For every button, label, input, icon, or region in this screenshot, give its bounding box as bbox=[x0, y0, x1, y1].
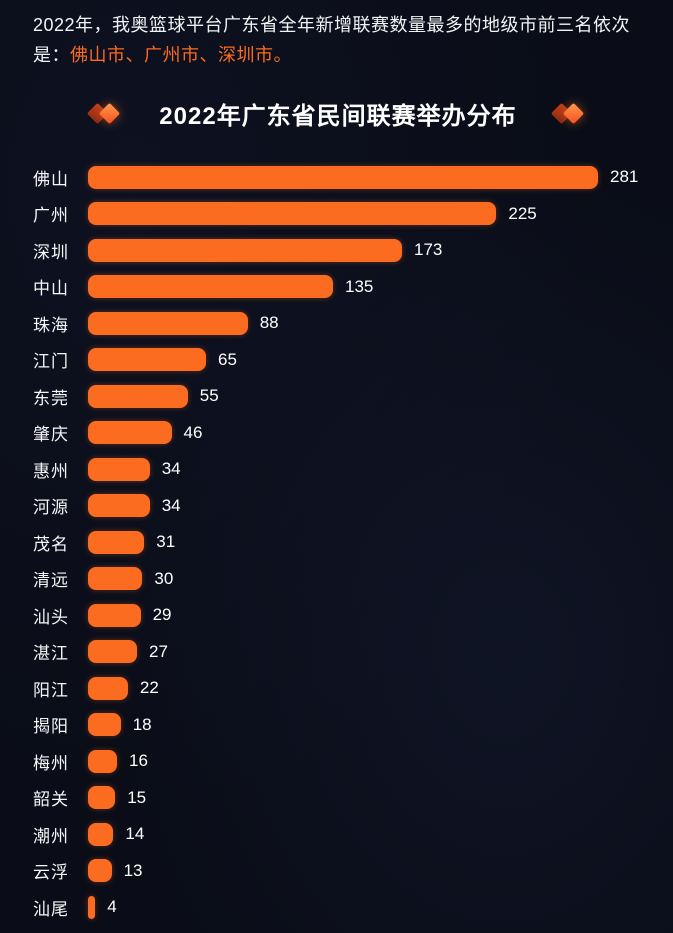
bar-value-label: 16 bbox=[129, 751, 148, 771]
bar-row: 河源 34 bbox=[33, 488, 643, 525]
bar bbox=[88, 384, 188, 408]
bar bbox=[88, 494, 150, 518]
bar bbox=[88, 713, 121, 737]
bar-row: 潮州 14 bbox=[33, 816, 643, 853]
diamond-ornament-right-icon bbox=[553, 101, 587, 127]
bar-row: 中山 135 bbox=[33, 269, 643, 306]
bar-row: 揭阳 18 bbox=[33, 707, 643, 744]
bar-category-label: 阳江 bbox=[33, 680, 69, 700]
bar-row: 广州 225 bbox=[33, 196, 643, 233]
bar-category-label: 广州 bbox=[33, 206, 69, 226]
bar-value-label: 4 bbox=[107, 897, 117, 917]
bar-category-label: 江门 bbox=[33, 352, 69, 372]
bar-category-label: 韶关 bbox=[33, 790, 69, 810]
bar-value-label: 18 bbox=[132, 714, 152, 734]
bar-value-label: 65 bbox=[218, 349, 237, 369]
bar bbox=[88, 421, 172, 445]
bar bbox=[88, 786, 116, 810]
bar bbox=[88, 238, 402, 262]
bar-row: 湛江 27 bbox=[33, 634, 643, 671]
bar-value-label: 29 bbox=[152, 605, 172, 625]
bar bbox=[88, 457, 150, 481]
bar-value-label: 14 bbox=[125, 824, 145, 844]
bar-category-label: 汕尾 bbox=[33, 899, 69, 919]
bar bbox=[88, 165, 598, 189]
bar bbox=[88, 640, 137, 664]
bar-value-label: 27 bbox=[149, 641, 168, 661]
bar-value-label: 34 bbox=[161, 495, 181, 515]
bar bbox=[88, 348, 206, 372]
bar-category-label: 清远 bbox=[33, 571, 69, 591]
bar-value-label: 46 bbox=[183, 422, 203, 442]
bar-row: 阳江 22 bbox=[33, 670, 643, 707]
bar-category-label: 湛江 bbox=[33, 644, 69, 664]
bar-row: 东莞 55 bbox=[33, 378, 643, 415]
bar bbox=[88, 749, 117, 773]
bar-row: 惠州 34 bbox=[33, 451, 643, 488]
bar-row: 韶关 15 bbox=[33, 780, 643, 817]
bar-row: 汕尾 4 bbox=[33, 889, 643, 926]
bar-value-label: 30 bbox=[154, 568, 174, 588]
bar-category-label: 深圳 bbox=[33, 242, 69, 262]
bar bbox=[88, 202, 497, 226]
bar-row: 汕头 29 bbox=[33, 597, 643, 634]
bar-category-label: 潮州 bbox=[33, 826, 69, 846]
bar-value-label: 173 bbox=[414, 240, 443, 260]
bar-category-label: 汕头 bbox=[33, 607, 69, 627]
bar-value-label: 225 bbox=[508, 203, 537, 223]
bar bbox=[88, 895, 96, 919]
bar-category-label: 中山 bbox=[33, 279, 69, 299]
bar-row: 深圳 173 bbox=[33, 232, 643, 269]
bar-category-label: 茂名 bbox=[33, 534, 69, 554]
bar-row: 珠海 88 bbox=[33, 305, 643, 342]
bar bbox=[88, 530, 145, 554]
bar-value-label: 281 bbox=[610, 167, 639, 187]
bar bbox=[88, 311, 248, 335]
bar bbox=[88, 603, 141, 627]
bar-category-label: 云浮 bbox=[33, 863, 69, 883]
bar-row: 肇庆 46 bbox=[33, 415, 643, 452]
bar-category-label: 肇庆 bbox=[33, 425, 69, 445]
bar-value-label: 88 bbox=[259, 313, 279, 333]
bar-category-label: 揭阳 bbox=[33, 717, 69, 737]
intro-top-cities: 佛山市、广州市、深圳市。 bbox=[70, 45, 292, 65]
bar bbox=[88, 676, 128, 700]
bar-category-label: 东莞 bbox=[33, 388, 69, 408]
bar-row: 茂名 31 bbox=[33, 524, 643, 561]
bar-category-label: 梅州 bbox=[33, 753, 69, 773]
bar-category-label: 珠海 bbox=[33, 315, 69, 335]
bar-value-label: 135 bbox=[345, 276, 374, 296]
bar-category-label: 惠州 bbox=[33, 461, 69, 481]
diamond-ornament-left-icon bbox=[89, 101, 123, 127]
bar-value-label: 13 bbox=[123, 860, 143, 880]
bar-value-label: 22 bbox=[139, 678, 159, 698]
bar bbox=[88, 275, 333, 299]
bar-chart: 佛山 281 广州 225 深圳 173 中山 135 珠海 88 江门 65 东莞 55 肇庆 46 惠州 34… bbox=[33, 159, 643, 926]
intro-prefix: 2022年，我奥篮球平台广东省全年新增联赛数量最多的地级市前三名依次是： bbox=[33, 15, 631, 65]
bar-value-label: 55 bbox=[199, 386, 219, 406]
bar-row: 梅州 16 bbox=[33, 743, 643, 780]
bar-row: 清远 30 bbox=[33, 561, 643, 598]
bar-row: 云浮 13 bbox=[33, 853, 643, 890]
bar-value-label: 15 bbox=[127, 787, 147, 807]
bar-value-label: 31 bbox=[156, 532, 176, 552]
bar-category-label: 佛山 bbox=[33, 169, 69, 189]
bar bbox=[88, 567, 143, 591]
bar bbox=[88, 859, 112, 883]
bar-value-label: 34 bbox=[161, 459, 181, 479]
bar bbox=[88, 822, 114, 846]
chart-title: 2022年广东省民间联赛举办分布 bbox=[159, 103, 517, 130]
title-row: 2022年广东省民间联赛举办分布 bbox=[33, 96, 643, 131]
bar-row: 佛山 281 bbox=[33, 159, 643, 196]
bar-category-label: 河源 bbox=[33, 498, 69, 518]
bar-row: 江门 65 bbox=[33, 342, 643, 379]
intro-text: 2022年，我奥篮球平台广东省全年新增联赛数量最多的地级市前三名依次是：佛山市、… bbox=[33, 10, 643, 70]
